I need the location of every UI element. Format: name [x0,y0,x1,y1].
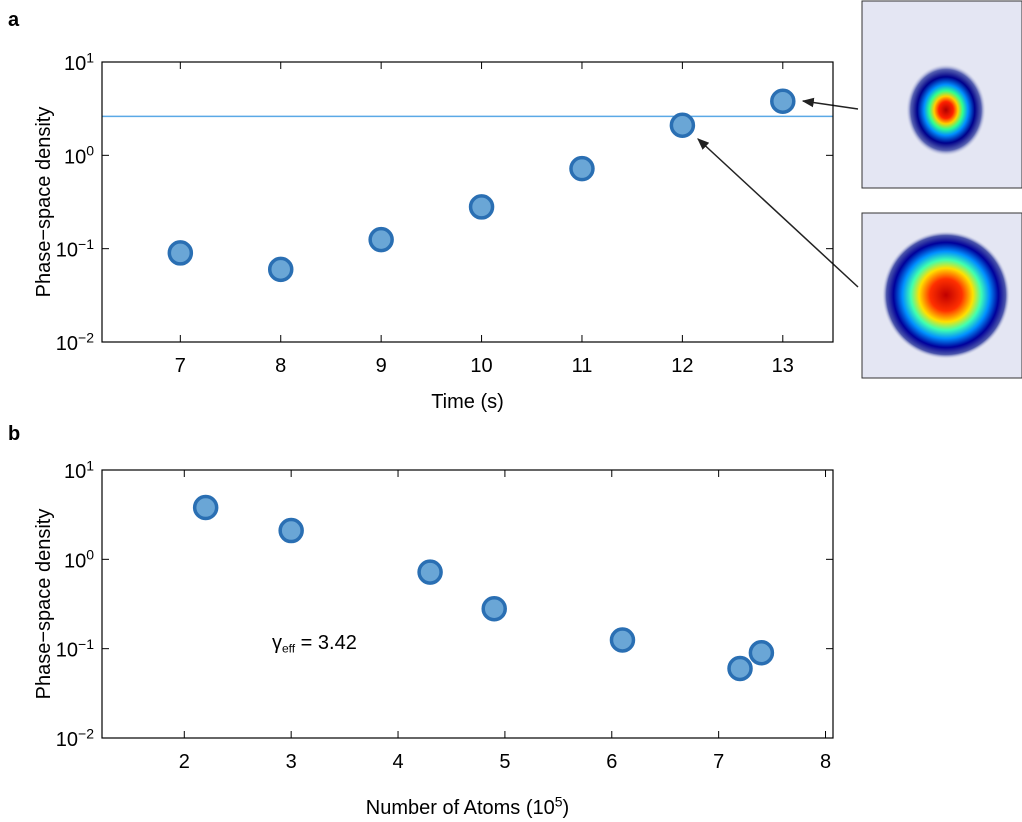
y-axis-label: Phase−space density [33,509,55,700]
y-axis-label: Phase−space density [33,107,55,298]
cloud-image-bottom [862,213,1022,378]
panel-label: b [8,423,20,445]
data-point [750,642,772,664]
x-tick-label: 10 [470,355,492,377]
figure: a 10−2​ 10−1​ 100​ 101​ 7 8 9 10 11 12 13 Time (s) Ph… [0,0,1022,822]
y-tick-label: 10−2​ [56,329,94,355]
data-point [471,196,493,218]
data-point [270,258,292,280]
y-tick-label: 100​ [64,143,94,169]
y-tick-label: 101​ [64,457,94,483]
x-tick-label: 4 [392,751,403,773]
x-tick-label: 5 [499,751,510,773]
x-tick-label: 9 [376,355,387,377]
x-tick-label: 7 [175,355,186,377]
y-tick-label: 10−1​ [56,236,94,262]
x-tick-label: 6 [606,751,617,773]
data-point [671,114,693,136]
arrow [803,101,858,109]
data-point [419,561,441,583]
y-tick-label: 100​ [64,547,94,573]
x-axis-label: Number of Atoms (105​) [366,793,569,819]
y-tick-label: 10−2​ [56,725,94,751]
x-tick-label: 3 [286,751,297,773]
data-point [729,657,751,679]
data-point [370,229,392,251]
x-tick-label: 8 [820,751,831,773]
data-point [483,598,505,620]
data-point [195,497,217,519]
x-tick-label: 7 [713,751,724,773]
annotation: γeff​ = 3.42 [272,632,357,656]
data-point [571,158,593,180]
y-tick-label: 10−1​ [56,636,94,662]
data-point [169,242,191,264]
x-tick-label: 12 [671,355,693,377]
x-tick-label: 11 [572,355,593,377]
x-axis-label: Time (s) [431,391,504,413]
cloud-image-top [862,1,1022,188]
x-tick-label: 2 [179,751,190,773]
x-tick-label: 13 [772,355,794,377]
x-tick-label: 8 [275,355,286,377]
data-point [772,90,794,112]
y-tick-label: 101​ [64,49,94,75]
data-point [280,520,302,542]
plot-frame [102,62,833,342]
arrow [698,139,858,287]
data-point [611,629,633,651]
panel-label: a [8,9,20,31]
